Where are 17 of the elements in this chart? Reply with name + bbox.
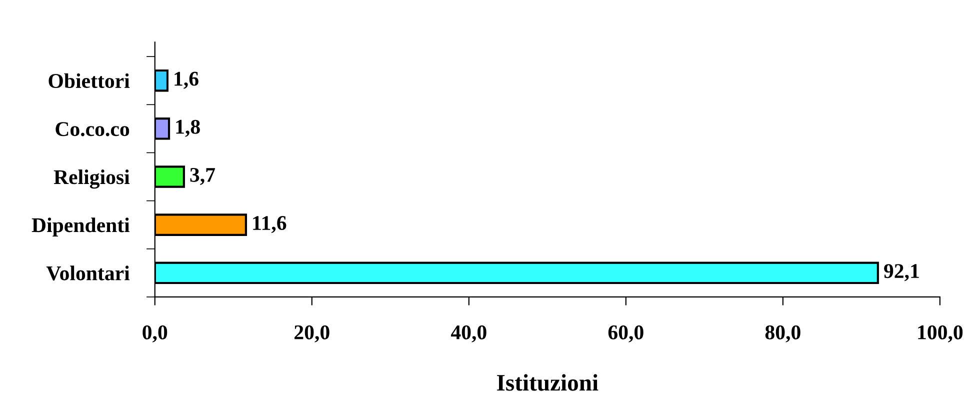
y-tick-label: Dipendenti: [32, 218, 130, 236]
x-tick-label: 80,0: [765, 325, 800, 342]
y-tick-label: Co.co.co: [56, 122, 130, 136]
data-label: 3,7: [190, 168, 216, 185]
x-axis-title: Istituzioni: [497, 374, 598, 391]
y-tick-label: Religiosi: [54, 170, 130, 189]
x-tick-label: 100,0: [918, 325, 963, 342]
data-label: 1,8: [176, 120, 200, 137]
x-tick-label: 20,0: [294, 325, 330, 342]
data-label: 1,6: [174, 72, 198, 89]
x-tick-label: 0,0: [142, 325, 168, 342]
x-tick-label: 60,0: [608, 325, 644, 342]
data-label: 11,6: [253, 216, 286, 234]
data-label: 92,1: [884, 264, 919, 282]
y-tick-label: Volontari: [46, 266, 130, 280]
x-tick-label: 40,0: [450, 325, 486, 342]
y-tick-label: Obiettori: [48, 73, 130, 88]
